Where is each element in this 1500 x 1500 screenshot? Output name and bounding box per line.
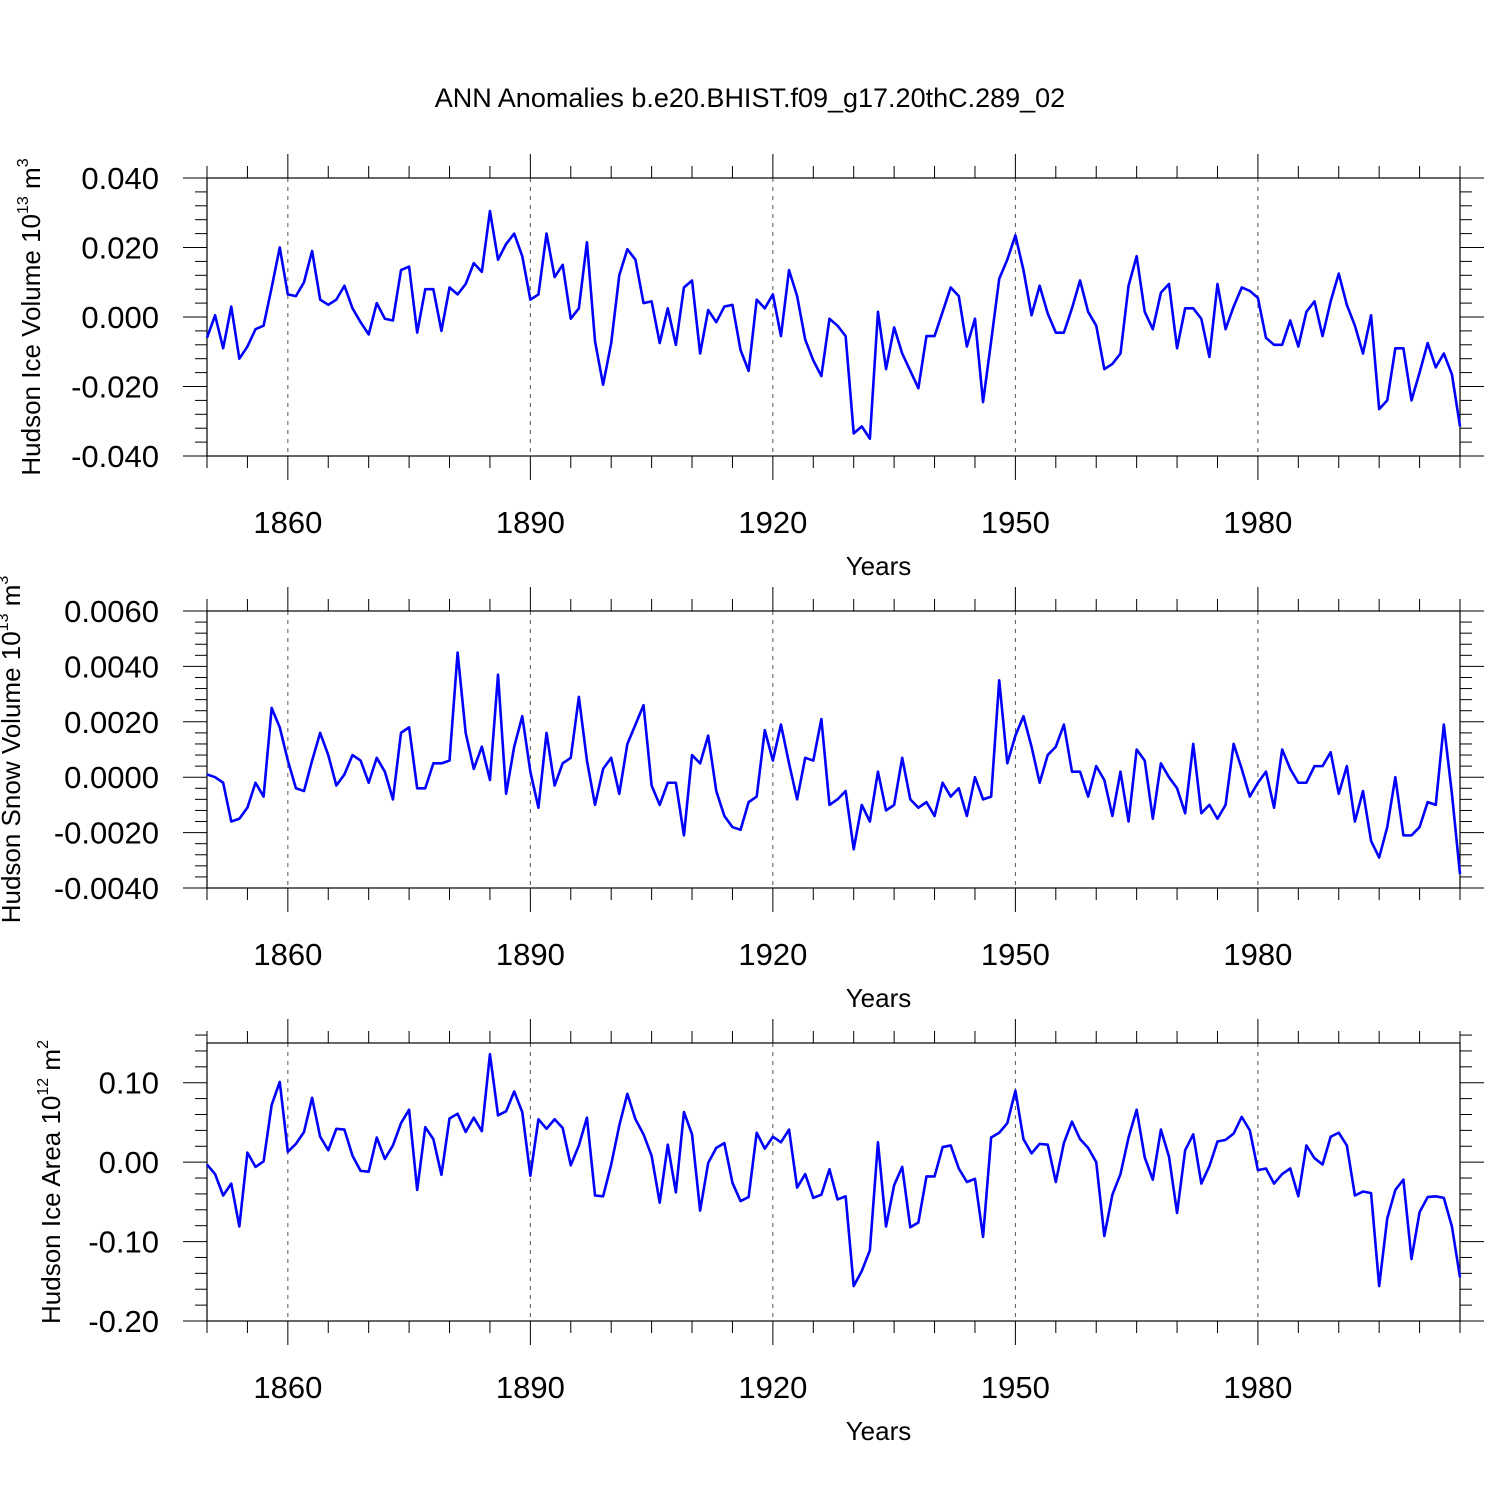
chart-title: ANN Anomalies b.e20.BHIST.f09_g17.20thC.… [435, 83, 1065, 113]
x-tick-label: 1920 [738, 505, 807, 540]
series-line [205, 209, 1462, 440]
y-tick-label: 0.00 [99, 1145, 159, 1180]
x-axis-title: Years [846, 551, 912, 581]
x-axis-title: Years [846, 1416, 912, 1446]
x-tick-label: 1980 [1223, 1370, 1292, 1405]
plot-frame [206, 610, 1461, 889]
y-axis-title-part: m [16, 167, 46, 196]
x-tick-label: 1920 [738, 937, 807, 972]
x-tick-label: 1890 [496, 505, 565, 540]
y-tick-label: 0.020 [81, 231, 159, 266]
plot-frame [206, 177, 1461, 457]
x-tick-label: 1860 [253, 505, 322, 540]
panel-snow-volume: 1860 1890 1920 1950 1980 -0.0040 -0.0020 0.0000… [0, 576, 1484, 1013]
series-line [206, 651, 1462, 875]
y-axis-title-part: Hudson Snow Volume 10 [0, 631, 26, 923]
y-axis-title-exponent: 12 [35, 1078, 52, 1096]
x-tick-label: 1950 [981, 505, 1050, 540]
y-tick-label: -0.020 [71, 370, 159, 405]
y-tick-label: -0.10 [88, 1225, 159, 1260]
y-axis-title: Hudson Ice Area 1012 m2 [35, 1040, 66, 1324]
y-axis-title-part: m [0, 585, 26, 614]
y-tick-label: 0.0020 [64, 705, 159, 740]
y-tick-label: 0.10 [99, 1066, 159, 1101]
y-axis-title-exponent: 3 [0, 576, 12, 585]
x-tick-label: 1980 [1223, 505, 1292, 540]
y-tick-label: 0.040 [81, 161, 159, 196]
x-tick-label: 1950 [981, 1370, 1050, 1405]
x-axis-title: Years [846, 983, 912, 1013]
x-tick-label: 1860 [253, 937, 322, 972]
plot-frame [206, 1042, 1461, 1322]
x-tick-label: 1950 [981, 937, 1050, 972]
y-tick-label: 0.0060 [64, 594, 159, 629]
y-axis-title: Hudson Ice Volume 1013 m3 [15, 158, 46, 475]
series-line [206, 1052, 1462, 1288]
x-tick-label: 1860 [253, 1370, 322, 1405]
panel-ice-area: 1860 1890 1920 1950 1980 -0.20 -0.10 0.00 0.10 Ye… [35, 1019, 1484, 1446]
y-tick-label: 0.0000 [64, 760, 159, 795]
y-axis-title-exponent: 3 [15, 158, 32, 167]
y-axis-title-part: Hudson Ice Area 10 [36, 1096, 66, 1324]
y-tick-label: 0.0040 [64, 649, 159, 684]
y-tick-label: -0.0020 [54, 816, 159, 851]
panel-ice-volume: 1860 1890 1920 1950 1980 -0.040 -0.020 0.000 0.0… [15, 154, 1484, 581]
x-tick-label: 1980 [1223, 937, 1292, 972]
y-tick-label: 0.000 [81, 300, 159, 335]
y-axis-title-exponent: 13 [15, 196, 32, 214]
x-tick-label: 1920 [738, 1370, 807, 1405]
y-axis-title-part: Hudson Ice Volume 10 [16, 214, 46, 476]
y-tick-label: -0.040 [71, 439, 159, 474]
y-tick-label: -0.20 [88, 1304, 159, 1339]
y-tick-label: -0.0040 [54, 871, 159, 906]
y-axis-title-exponent: 2 [35, 1040, 52, 1049]
y-axis-title: Hudson Snow Volume 1013 m3 [0, 576, 26, 924]
y-axis-title-exponent: 13 [0, 613, 12, 631]
y-axis-title-part: m [36, 1049, 66, 1078]
x-tick-label: 1890 [496, 937, 565, 972]
x-tick-label: 1890 [496, 1370, 565, 1405]
